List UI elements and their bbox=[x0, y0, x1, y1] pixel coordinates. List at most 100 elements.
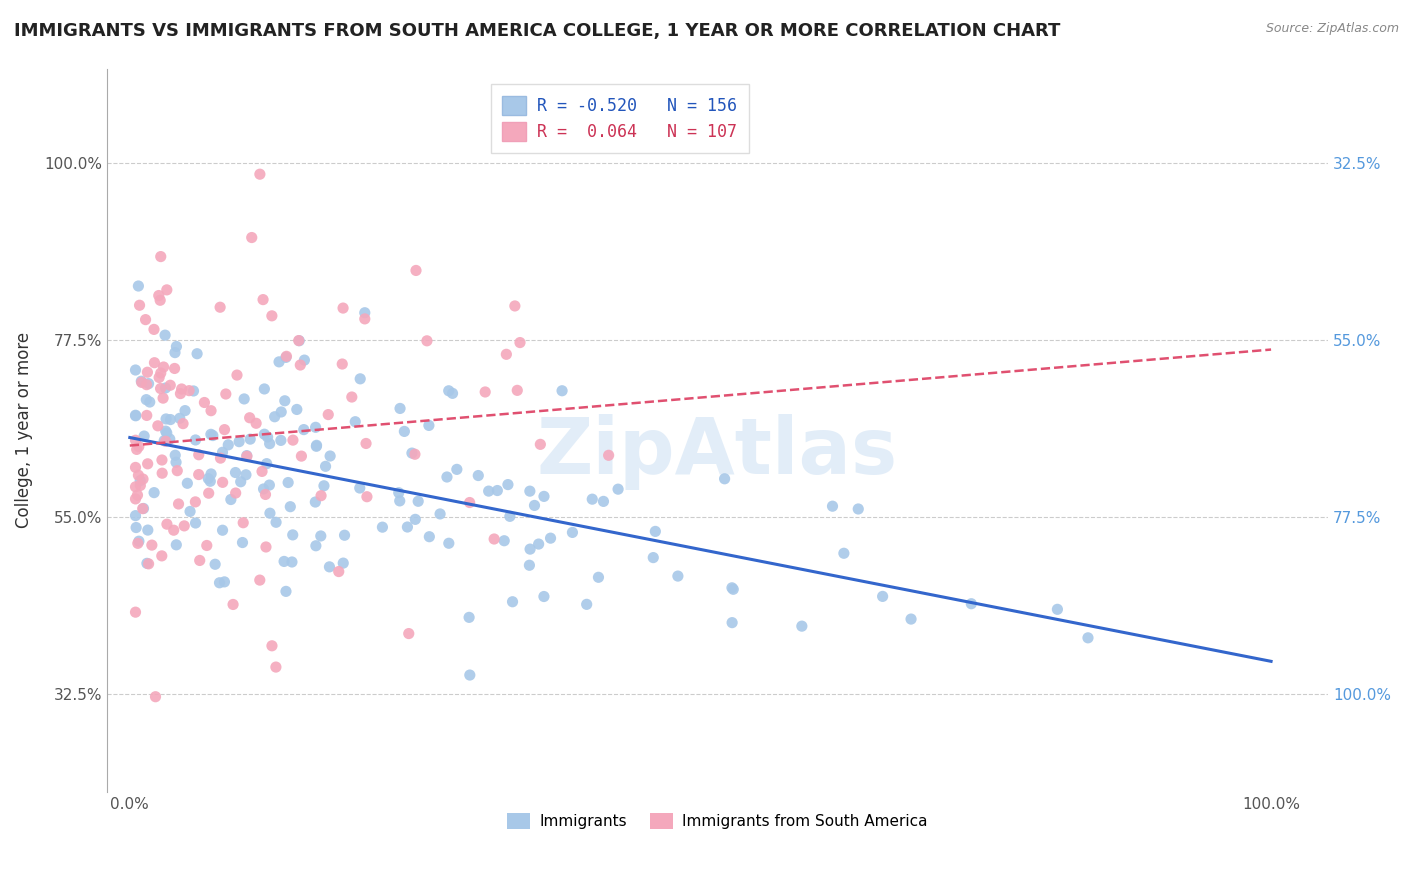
Point bbox=[229, 475, 252, 489]
Point bbox=[388, 485, 411, 500]
Point bbox=[519, 558, 541, 573]
Point bbox=[250, 464, 273, 478]
Point bbox=[214, 423, 236, 437]
Point bbox=[150, 453, 173, 467]
Point bbox=[496, 477, 519, 491]
Point bbox=[127, 279, 149, 293]
Point bbox=[201, 428, 224, 442]
Point bbox=[156, 517, 179, 532]
Point bbox=[318, 559, 340, 574]
Point bbox=[149, 293, 172, 308]
Point bbox=[274, 393, 297, 408]
Point bbox=[125, 520, 148, 534]
Point bbox=[214, 574, 236, 589]
Point bbox=[790, 619, 813, 633]
Point bbox=[131, 501, 153, 516]
Point bbox=[184, 433, 207, 447]
Point bbox=[166, 464, 188, 478]
Point bbox=[404, 447, 426, 461]
Point bbox=[259, 478, 281, 492]
Point bbox=[551, 384, 574, 398]
Point bbox=[149, 366, 172, 380]
Point bbox=[239, 432, 262, 446]
Point bbox=[200, 467, 222, 481]
Point bbox=[135, 557, 157, 571]
Point bbox=[165, 339, 187, 353]
Point bbox=[418, 530, 440, 544]
Point bbox=[304, 420, 326, 434]
Point bbox=[276, 349, 298, 363]
Point bbox=[721, 581, 744, 595]
Point bbox=[143, 485, 166, 500]
Point bbox=[458, 610, 481, 624]
Point bbox=[267, 355, 290, 369]
Point bbox=[458, 495, 481, 509]
Point bbox=[138, 395, 160, 409]
Point bbox=[340, 390, 363, 404]
Point bbox=[138, 557, 160, 571]
Point bbox=[165, 448, 187, 462]
Point bbox=[156, 283, 179, 297]
Point bbox=[259, 506, 281, 520]
Point bbox=[416, 334, 439, 348]
Point bbox=[312, 479, 335, 493]
Point bbox=[356, 490, 378, 504]
Point bbox=[141, 538, 163, 552]
Point bbox=[319, 449, 342, 463]
Point bbox=[270, 434, 292, 448]
Point bbox=[165, 538, 187, 552]
Point bbox=[155, 424, 177, 438]
Point bbox=[592, 494, 614, 508]
Point bbox=[588, 570, 610, 584]
Point bbox=[309, 489, 332, 503]
Point bbox=[285, 402, 308, 417]
Point bbox=[429, 507, 451, 521]
Point bbox=[143, 322, 166, 336]
Point bbox=[149, 382, 172, 396]
Point bbox=[195, 539, 218, 553]
Point bbox=[184, 495, 207, 509]
Point bbox=[167, 497, 190, 511]
Point bbox=[575, 598, 598, 612]
Point bbox=[235, 467, 257, 482]
Point bbox=[354, 436, 377, 450]
Point bbox=[169, 386, 191, 401]
Point bbox=[197, 472, 219, 486]
Point bbox=[209, 451, 232, 466]
Point bbox=[209, 300, 232, 314]
Point bbox=[152, 359, 174, 374]
Point bbox=[502, 595, 524, 609]
Point bbox=[332, 301, 354, 315]
Point bbox=[124, 480, 146, 494]
Point bbox=[486, 483, 509, 498]
Point bbox=[179, 384, 201, 398]
Point bbox=[396, 520, 419, 534]
Point bbox=[253, 382, 276, 396]
Point bbox=[292, 423, 315, 437]
Point bbox=[353, 306, 375, 320]
Point bbox=[519, 484, 541, 499]
Point bbox=[148, 370, 170, 384]
Point bbox=[349, 372, 371, 386]
Point bbox=[960, 597, 983, 611]
Point bbox=[305, 539, 328, 553]
Point bbox=[204, 558, 226, 572]
Point bbox=[240, 230, 263, 244]
Point bbox=[290, 449, 312, 463]
Point bbox=[273, 554, 295, 568]
Point bbox=[1046, 602, 1069, 616]
Point bbox=[155, 381, 177, 395]
Point bbox=[598, 448, 620, 462]
Point bbox=[187, 467, 209, 482]
Point bbox=[437, 536, 460, 550]
Point bbox=[155, 434, 177, 449]
Point bbox=[495, 347, 517, 361]
Point bbox=[125, 409, 148, 423]
Point bbox=[333, 528, 356, 542]
Point bbox=[401, 446, 423, 460]
Point bbox=[349, 481, 371, 495]
Point bbox=[129, 374, 152, 388]
Point bbox=[846, 502, 869, 516]
Point bbox=[124, 409, 146, 423]
Point bbox=[398, 626, 420, 640]
